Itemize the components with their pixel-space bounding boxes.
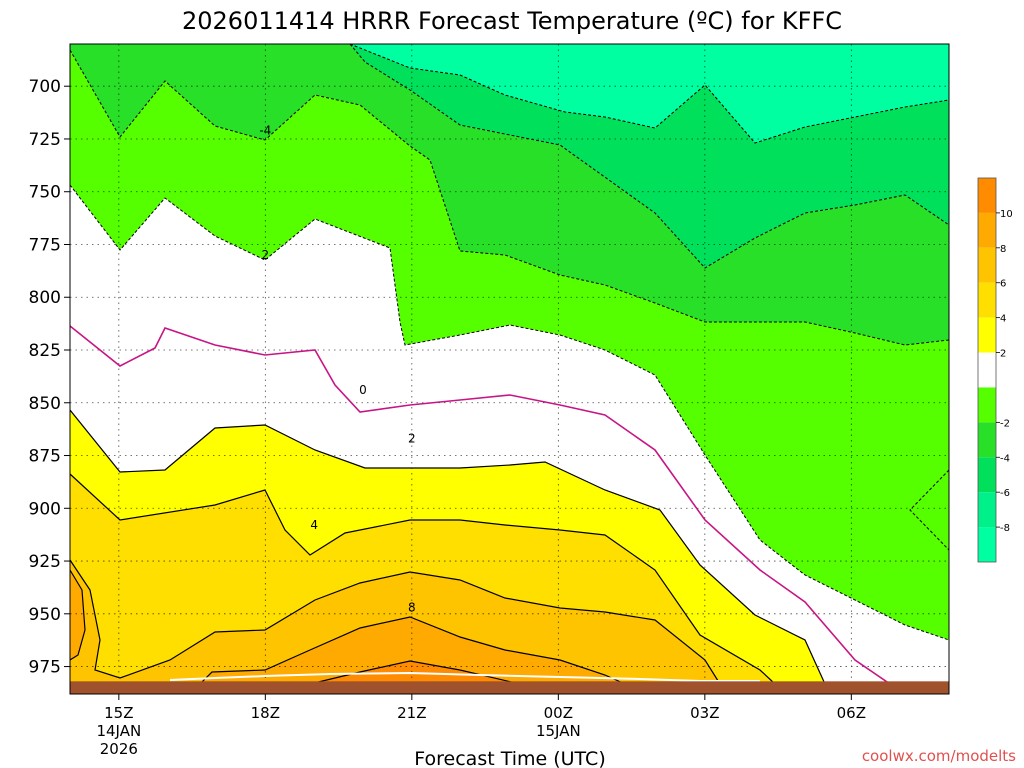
contour-2: [70, 409, 826, 685]
grid: [70, 44, 949, 694]
x-tick-label: 18Z: [251, 704, 280, 722]
x-tick-label: 21Z: [397, 704, 426, 722]
fill-minus-10: [350, 44, 949, 143]
colorbar-swatch: [978, 178, 996, 213]
colorbar-swatch: [978, 527, 996, 562]
y-tick-label: 925: [29, 552, 61, 572]
contour-labels: -4 2 0 2 4 8: [259, 124, 416, 615]
y-tick-label: 975: [29, 658, 61, 678]
colorbar-label: 10: [1000, 209, 1013, 220]
chart-title: 2026011414 HRRR Forecast Temperature (ºC…: [182, 7, 842, 35]
x-tick-year: 2026: [100, 740, 138, 758]
contour-label: 2: [408, 432, 416, 446]
y-tick-label: 900: [29, 499, 61, 519]
colorbar-swatch: [978, 282, 996, 318]
colorbar-swatch: [978, 352, 996, 388]
contour-label-text: 0: [359, 383, 367, 397]
x-tick-label: 00Z: [544, 704, 573, 722]
y-axis: 700 725 750 775 800 825 850 875 900 925 950 975: [29, 77, 70, 678]
x-tick-label: 06Z: [837, 704, 866, 722]
colorbar-swatch: [978, 387, 996, 423]
y-tick-label: 875: [29, 447, 61, 467]
white-surface-streak: [169, 671, 760, 682]
contour-minus-4: [70, 49, 949, 346]
contour-label: 4: [310, 518, 318, 532]
colorbar: 10 8 6 4 2 -2 -4 -6 -8: [977, 177, 1013, 563]
x-axis-label: Forecast Time (UTC): [414, 748, 605, 768]
y-tick-label: 950: [29, 605, 61, 625]
contour-label-text: 2: [408, 432, 416, 446]
colorbar-swatch: [978, 457, 996, 493]
plot-frame: [69, 43, 950, 695]
contour-minus-2: [70, 184, 949, 641]
contour-minus-6: [349, 44, 949, 269]
colorbar-frame: [977, 177, 997, 563]
x-tick-label: 03Z: [690, 704, 719, 722]
x-tick-date: 14JAN: [96, 722, 141, 740]
colorbar-label: -6: [1000, 488, 1010, 499]
credit-text: coolwx.com/modelts: [862, 747, 1016, 765]
contour-label: 8: [408, 600, 416, 614]
contour-6: [70, 559, 721, 685]
colorbar-swatch: [978, 247, 996, 283]
y-tick-label: 850: [29, 394, 61, 414]
contour-lines: [70, 44, 949, 685]
y-tick-label: 825: [29, 341, 61, 361]
colorbar-label: -4: [1000, 453, 1010, 464]
x-tick-label: 15Z: [104, 704, 133, 722]
colorbar-swatch: [978, 212, 996, 248]
colorbar-label: 2: [1000, 349, 1006, 360]
contour-label-text: 2: [262, 248, 270, 262]
fill-minus-4: [70, 44, 949, 345]
contour-8: [70, 569, 626, 685]
contour-label: 2: [262, 248, 270, 262]
y-tick-label: 800: [29, 288, 61, 308]
fill-minus-2: [70, 50, 949, 640]
colorbar-label: 8: [1000, 244, 1006, 255]
colorbar-label: -8: [1000, 523, 1010, 534]
colorbar-label: 4: [1000, 314, 1006, 325]
y-tick-label: 700: [29, 77, 61, 97]
colorbar-label: -2: [1000, 418, 1010, 429]
colorbar-swatch: [978, 422, 996, 458]
fill-8: [70, 570, 625, 684]
y-tick-label: 775: [29, 235, 61, 255]
colorbar-label: 6: [1000, 279, 1006, 290]
contour-label-text: 8: [408, 600, 416, 614]
contour-4: [70, 473, 776, 685]
contour-label: 0: [359, 383, 367, 397]
contour-minus-8: [349, 44, 949, 144]
ground-surface: [70, 681, 949, 694]
plot-area: -4 2 0 2 4 8: [70, 44, 949, 694]
fill-minus-6: [350, 44, 949, 268]
y-tick-label: 725: [29, 130, 61, 150]
y-tick-label: 750: [29, 183, 61, 203]
colorbar-swatch: [978, 317, 996, 353]
contour-label-text: 4: [310, 518, 318, 532]
contour-label: -4: [259, 124, 271, 138]
x-tick-date: 15JAN: [536, 722, 581, 740]
contour-minus-6b: [909, 469, 949, 551]
colorbar-swatch: [978, 492, 996, 528]
contour-0: [70, 325, 891, 685]
contour-label-text: -4: [259, 124, 271, 138]
